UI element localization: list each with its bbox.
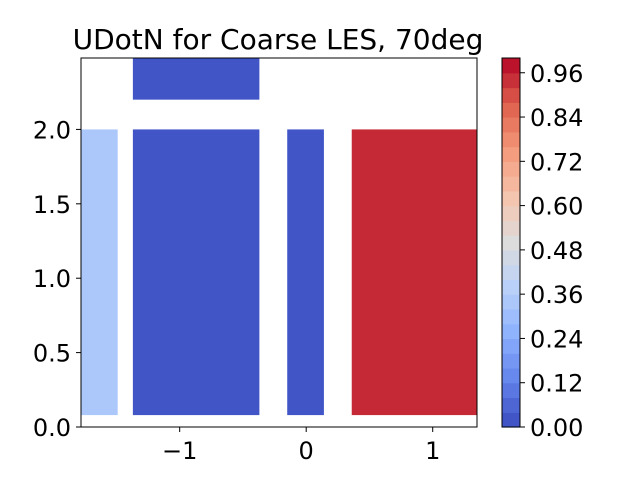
- colorbar-band: [502, 323, 520, 340]
- colorbar-band: [502, 412, 520, 428]
- y-tick-label: 1.0: [33, 265, 71, 293]
- colorbar-band: [502, 102, 520, 118]
- heatmap-cell-3: [287, 129, 324, 416]
- colorbar-band: [502, 294, 520, 310]
- colorbar-band: [502, 279, 520, 295]
- colorbar-band: [502, 249, 520, 266]
- colorbar-tick-label: 0.60: [530, 193, 583, 221]
- colorbar-band: [502, 308, 520, 325]
- colorbar-band: [502, 338, 520, 354]
- colorbar-tick-label: 0.96: [530, 60, 583, 88]
- plot-area: [80, 57, 478, 428]
- x-axis: −1 0 1: [162, 427, 440, 465]
- colorbar-band: [502, 353, 520, 369]
- colorbar-band: [502, 176, 520, 192]
- colorbar-tick-label: 0.36: [530, 281, 583, 309]
- colorbar-band: [502, 397, 520, 413]
- y-axis: 0.0 0.5 1.0 1.5 2.0: [33, 116, 81, 442]
- colorbar-tick-label: 0.48: [530, 237, 583, 265]
- colorbar-tick-label: 0.00: [530, 414, 583, 442]
- y-tick-label: 0.5: [33, 340, 71, 368]
- colorbar-band: [502, 205, 520, 221]
- colorbar-band: [502, 58, 520, 74]
- y-tick-label: 2.0: [33, 116, 71, 144]
- colorbar-band: [502, 87, 520, 103]
- colorbar-band: [502, 382, 520, 399]
- x-tick-label: 1: [425, 437, 440, 465]
- y-tick-label: 0.0: [33, 414, 71, 442]
- heatmap-cell-0: [81, 129, 118, 416]
- heatmap-cell-4: [351, 129, 477, 416]
- colorbar-band: [502, 264, 520, 280]
- colorbar-tick-label: 0.12: [530, 370, 583, 398]
- colorbar: 0.00 0.12 0.24 0.36 0.48 0.60 0.72 0.84 0.96: [501, 57, 583, 442]
- x-tick-label: 0: [299, 437, 314, 465]
- y-tick-label: 1.5: [33, 191, 71, 219]
- colorbar-tick-label: 0.84: [530, 104, 583, 132]
- colorbar-band: [502, 367, 520, 384]
- colorbar-tick-label: 0.72: [530, 148, 583, 176]
- colorbar-band: [502, 72, 520, 89]
- colorbar-frame: [501, 57, 521, 428]
- colorbar-tick-label: 0.24: [530, 325, 583, 353]
- colorbar-band: [502, 117, 520, 133]
- colorbar-band: [502, 161, 520, 177]
- colorbar-band: [502, 131, 520, 148]
- colorbar-band: [502, 235, 520, 251]
- plot-frame: [80, 57, 478, 428]
- colorbar-band: [502, 190, 520, 207]
- colorbar-band: [502, 146, 520, 162]
- x-tick-label: −1: [162, 437, 197, 465]
- heatmap-cell-2: [132, 58, 260, 100]
- chart-title: UDotN for Coarse LES, 70deg: [73, 23, 484, 56]
- heatmap-cell-1: [132, 129, 260, 416]
- colorbar-band: [502, 220, 520, 236]
